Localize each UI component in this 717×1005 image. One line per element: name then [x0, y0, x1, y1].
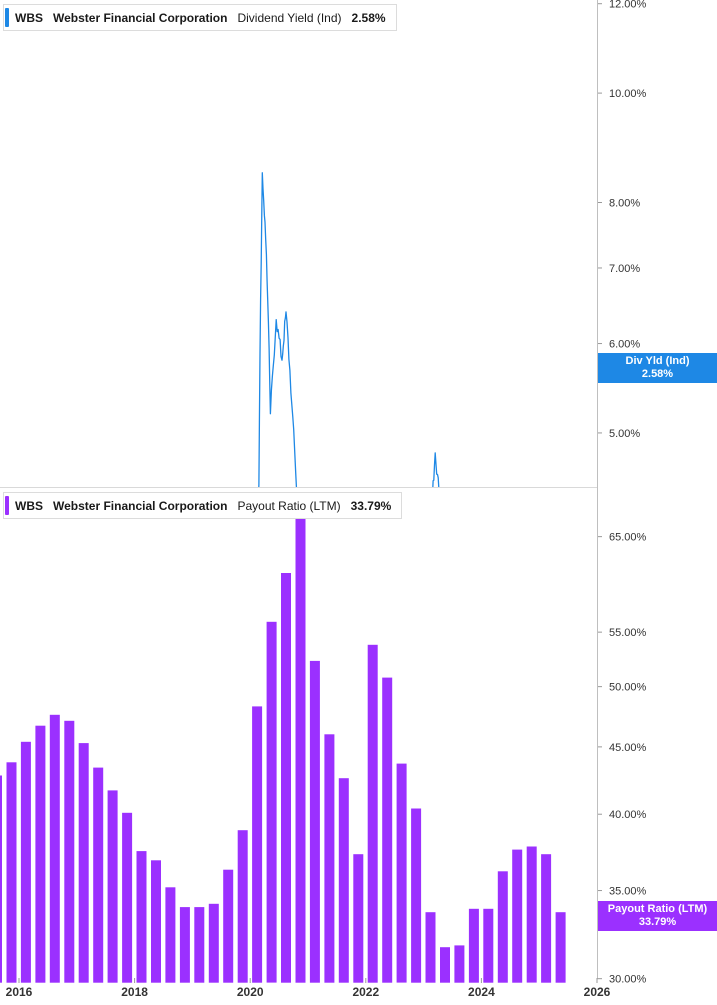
legend-company: Webster Financial Corporation: [53, 10, 228, 25]
payout-ratio-bar: [411, 808, 422, 983]
y-tick-label: 45.00%: [609, 742, 647, 754]
y-tick-label: 50.00%: [609, 682, 647, 694]
y-tick-label: 30.00%: [609, 974, 647, 986]
payout-ratio-bar: [93, 767, 104, 983]
payout-ratio-bar: [49, 714, 60, 983]
payout-ratio-bar: [382, 677, 393, 983]
payout-ratio-bar: [295, 498, 306, 983]
payout-ratio-bar: [512, 849, 523, 983]
payout-ratio-panel: 75.00%65.00%55.00%50.00%45.00%40.00%35.0…: [0, 488, 717, 1005]
y-tick-label: 65.00%: [609, 532, 647, 544]
x-tick-label: 2024: [468, 985, 495, 999]
payout-ratio-bar: [179, 907, 190, 983]
legend-metric: Payout Ratio (LTM): [237, 498, 341, 513]
payout-ratio-bar: [35, 725, 46, 983]
legend-company: Webster Financial Corporation: [53, 498, 228, 513]
x-tick-label: 2016: [6, 985, 33, 999]
dividend-yield-chart: 12.00%10.00%8.00%7.00%6.00%5.00%4.00%3.0…: [258, 0, 647, 487]
payout-ratio-bar: [541, 854, 552, 983]
legend-metric: Dividend Yield (Ind): [237, 10, 342, 25]
payout-ratio-bar: [454, 945, 465, 983]
x-tick-label: 2018: [121, 985, 148, 999]
y-tick-label: 35.00%: [609, 886, 647, 898]
y-tick-label: 5.00%: [609, 428, 640, 440]
payout-ratio-bar: [440, 947, 450, 983]
y-tick-label: 12.00%: [609, 0, 647, 11]
legend-ticker: WBS: [15, 10, 43, 25]
y-tick-label: 7.00%: [609, 263, 640, 275]
y-tick-label: 10.00%: [609, 88, 647, 100]
payout-ratio-bar: [309, 660, 320, 983]
payout-ratio-bar: [136, 851, 147, 983]
series-color-swatch: [5, 496, 9, 515]
series-color-swatch: [5, 8, 9, 27]
y-tick-label: 8.00%: [609, 198, 640, 210]
payout-ratio-bar: [324, 734, 335, 983]
payout-ratio-bar: [20, 741, 31, 983]
payout-ratio-bar: [107, 790, 118, 983]
x-tick-label: 2022: [352, 985, 379, 999]
payout-ratio-bar: [237, 830, 248, 983]
payout-ratio-bar: [151, 860, 161, 983]
payout-ratio-value-badge: Payout Ratio (LTM) 33.79%: [598, 901, 717, 931]
payout-ratio-bar: [367, 644, 378, 983]
payout-ratio-bar: [555, 912, 566, 983]
payout-ratio-bar: [281, 573, 291, 983]
y-tick-label: 55.00%: [609, 627, 647, 639]
payout-ratio-bar: [64, 720, 75, 983]
payout-ratio-bar: [526, 846, 537, 983]
x-tick-label: 2020: [237, 985, 264, 999]
y-tick-label: 6.00%: [609, 339, 640, 351]
dividend-yield-line: [258, 172, 440, 487]
panel-divider: [0, 487, 598, 488]
payout-ratio-bar: [6, 762, 17, 983]
payout-ratio-bar: [483, 908, 494, 983]
dividend-yield-legend[interactable]: WBS Webster Financial Corporation Divide…: [3, 4, 397, 31]
payout-ratio-bar: [122, 812, 133, 983]
payout-ratio-bar: [353, 854, 364, 983]
payout-ratio-bar: [497, 871, 508, 983]
payout-ratio-bar: [223, 869, 234, 983]
payout-ratio-legend[interactable]: WBS Webster Financial Corporation Payout…: [3, 492, 403, 519]
payout-ratio-bar: [194, 907, 205, 983]
badge-label: Payout Ratio (LTM): [607, 903, 708, 915]
payout-ratio-bar: [425, 912, 436, 983]
payout-ratio-bar: [208, 903, 219, 983]
badge-value: 2.58%: [641, 368, 674, 380]
payout-ratio-bar: [266, 621, 277, 983]
payout-ratio-bar: [468, 908, 479, 983]
badge-label: Div Yld (Ind): [625, 355, 690, 367]
payout-ratio-chart: 75.00%65.00%55.00%50.00%45.00%40.00%35.0…: [0, 498, 647, 999]
legend-value: 33.79%: [350, 498, 392, 513]
dividend-yield-value-badge: Div Yld (Ind) 2.58%: [598, 353, 717, 383]
x-tick-label: 2026: [584, 985, 611, 999]
legend-ticker: WBS: [15, 498, 43, 513]
y-axis-line: [597, 0, 598, 978]
badge-value: 33.79%: [638, 916, 677, 928]
payout-ratio-bar: [78, 743, 89, 983]
legend-value: 2.58%: [351, 10, 386, 25]
y-tick-label: 40.00%: [609, 809, 647, 821]
payout-ratio-bar: [252, 706, 263, 983]
payout-ratio-bar: [0, 775, 2, 983]
payout-ratio-bar: [396, 763, 407, 983]
payout-ratio-bar: [165, 887, 176, 983]
dividend-yield-panel: 12.00%10.00%8.00%7.00%6.00%5.00%4.00%3.0…: [0, 0, 717, 487]
payout-ratio-bar: [338, 778, 349, 983]
